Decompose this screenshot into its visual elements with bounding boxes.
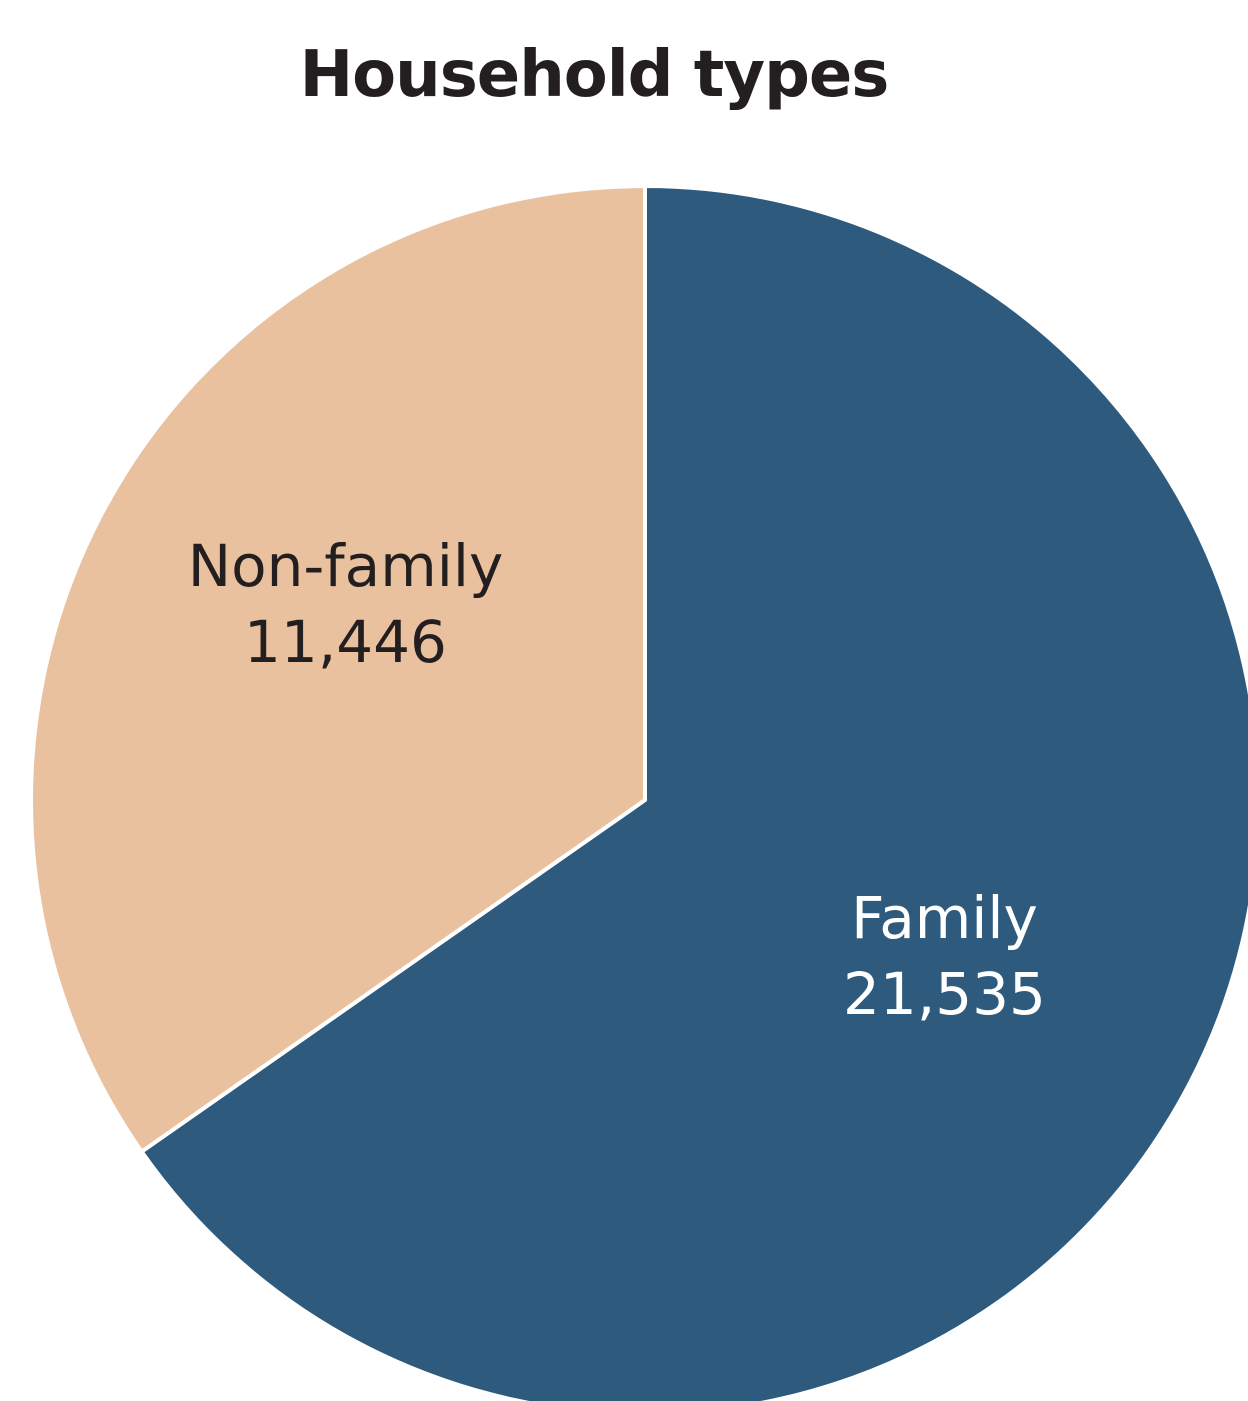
pie-labels: Family 21,535 Non-family 11,446: [188, 532, 1046, 1028]
slice-label-value: 21,535: [843, 960, 1046, 1028]
slice-label-name: Family: [851, 884, 1038, 952]
pie-slice-family: [139, 184, 1248, 1401]
chart-title: Household types: [299, 38, 890, 112]
slice-label-name: Non-family: [188, 532, 504, 600]
pie-slice-non-family: [29, 184, 647, 1154]
pie-slices: [29, 184, 1248, 1401]
slice-label-value: 11,446: [244, 608, 447, 676]
